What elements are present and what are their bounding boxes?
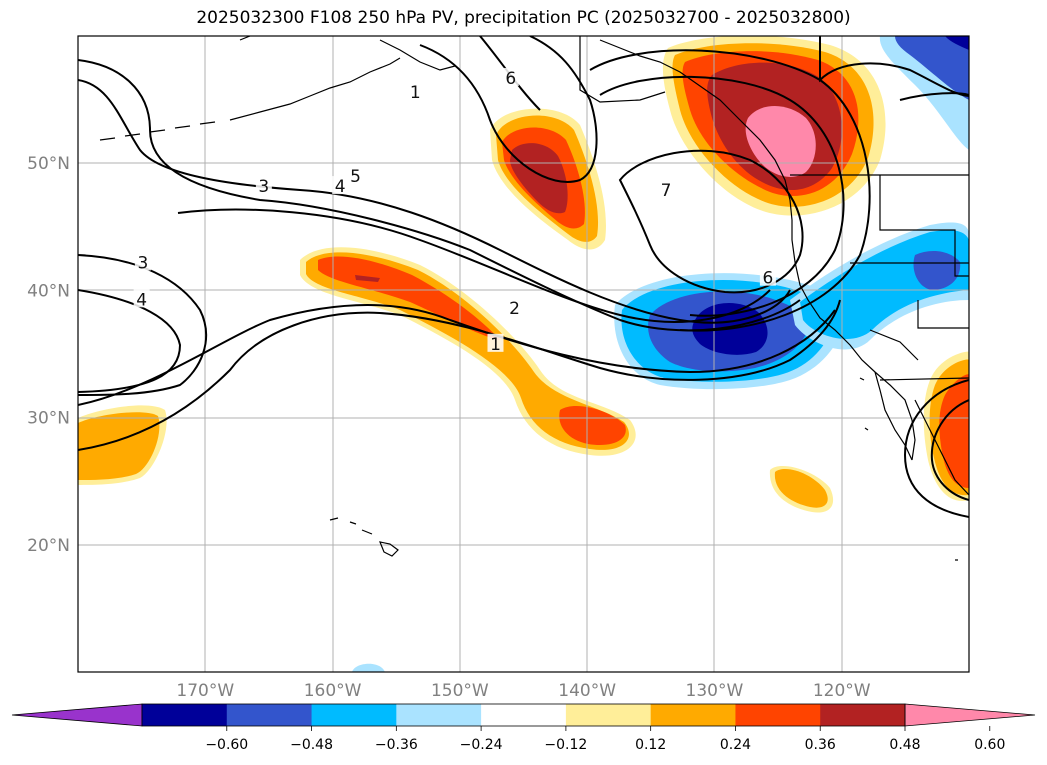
graticule [78, 36, 969, 672]
colorbar-extend-low [11, 703, 143, 727]
coastlines [99, 36, 969, 561]
pv-label-background [332, 176, 349, 195]
colorbar-tick-label: 0.12 [635, 737, 666, 753]
pv-contour-label: 1 [490, 335, 501, 355]
colorbar-segment [142, 704, 228, 726]
pv-label-background [134, 252, 151, 271]
colorbar-tick-label: −0.36 [375, 737, 418, 753]
pv-contour-label: 4 [136, 290, 147, 310]
colorbar-segment [396, 704, 482, 726]
pv-contour-label: 1 [410, 83, 421, 103]
lat-tick-label: 30°N [27, 409, 70, 429]
lon-tick-label: 160°W [304, 681, 362, 701]
pv-contour-label: 4 [335, 177, 346, 197]
map-title: 2025032300 F108 250 hPa PV, precipitatio… [196, 8, 851, 28]
colorbar-segment [735, 704, 821, 726]
pv-label-background [133, 289, 150, 308]
pv-label-background [407, 81, 424, 100]
colorbar-tick-label: −0.24 [460, 737, 503, 753]
colorbar-segment [481, 704, 567, 726]
pv-contour-label: 2 [509, 299, 520, 319]
lon-tick-label: 140°W [558, 681, 616, 701]
lon-tick-label: 150°W [431, 681, 489, 701]
pv-contour-label: 5 [350, 167, 361, 187]
colorbar-tick-label: 0.24 [720, 737, 751, 753]
colorbar-tick-label: −0.12 [544, 737, 587, 753]
colorbar-segment [226, 704, 313, 726]
lat-tick-label: 40°N [27, 281, 70, 301]
lon-tick-label: 170°W [176, 681, 234, 701]
colorbar: −0.60 −0.48 −0.36 −0.24 −0.12 0.12 0.24 0.36 0.4… [11, 703, 1036, 753]
longitude-labels: 170°W 160°W 150°W 140°W 130°W 120°W [176, 681, 870, 701]
lon-tick-label: 130°W [686, 681, 744, 701]
pv-label-background [506, 298, 523, 317]
pv-label-background [487, 333, 504, 352]
colorbar-extend-high [904, 703, 1036, 727]
pv-contour-label: 3 [258, 177, 269, 197]
lat-tick-label: 20°N [27, 536, 70, 556]
pv-label-background [255, 176, 272, 195]
pv-label-background [502, 67, 519, 86]
colorbar-segment [311, 704, 397, 726]
pv-label-background [658, 179, 675, 198]
pv-contour-label: 6 [505, 69, 516, 89]
pv-label-background [759, 267, 776, 286]
pv-contour-label: 3 [138, 253, 149, 273]
latitude-labels: 50°N 40°N 30°N 20°N [27, 154, 70, 556]
colorbar-frame [141, 703, 906, 727]
colorbar-tick-label: 0.36 [805, 737, 836, 753]
pv-label-background [347, 165, 364, 184]
colorbar-tick-label: −0.60 [205, 737, 248, 753]
lat-tick-label: 50°N [27, 154, 70, 174]
colorbar-segment [650, 704, 736, 726]
colorbar-tick-label: 0.48 [889, 737, 920, 753]
lon-tick-label: 120°W [813, 681, 871, 701]
precip-shading [78, 36, 969, 672]
map-frame [77, 35, 970, 673]
colorbar-tick-label: −0.48 [290, 737, 333, 753]
colorbar-segment [820, 704, 906, 726]
colorbar-tick-label: 0.60 [974, 737, 1005, 753]
colorbar-segment [565, 704, 652, 726]
pv-contour-label: 7 [661, 181, 672, 201]
pv-contour-label: 6 [762, 269, 773, 289]
